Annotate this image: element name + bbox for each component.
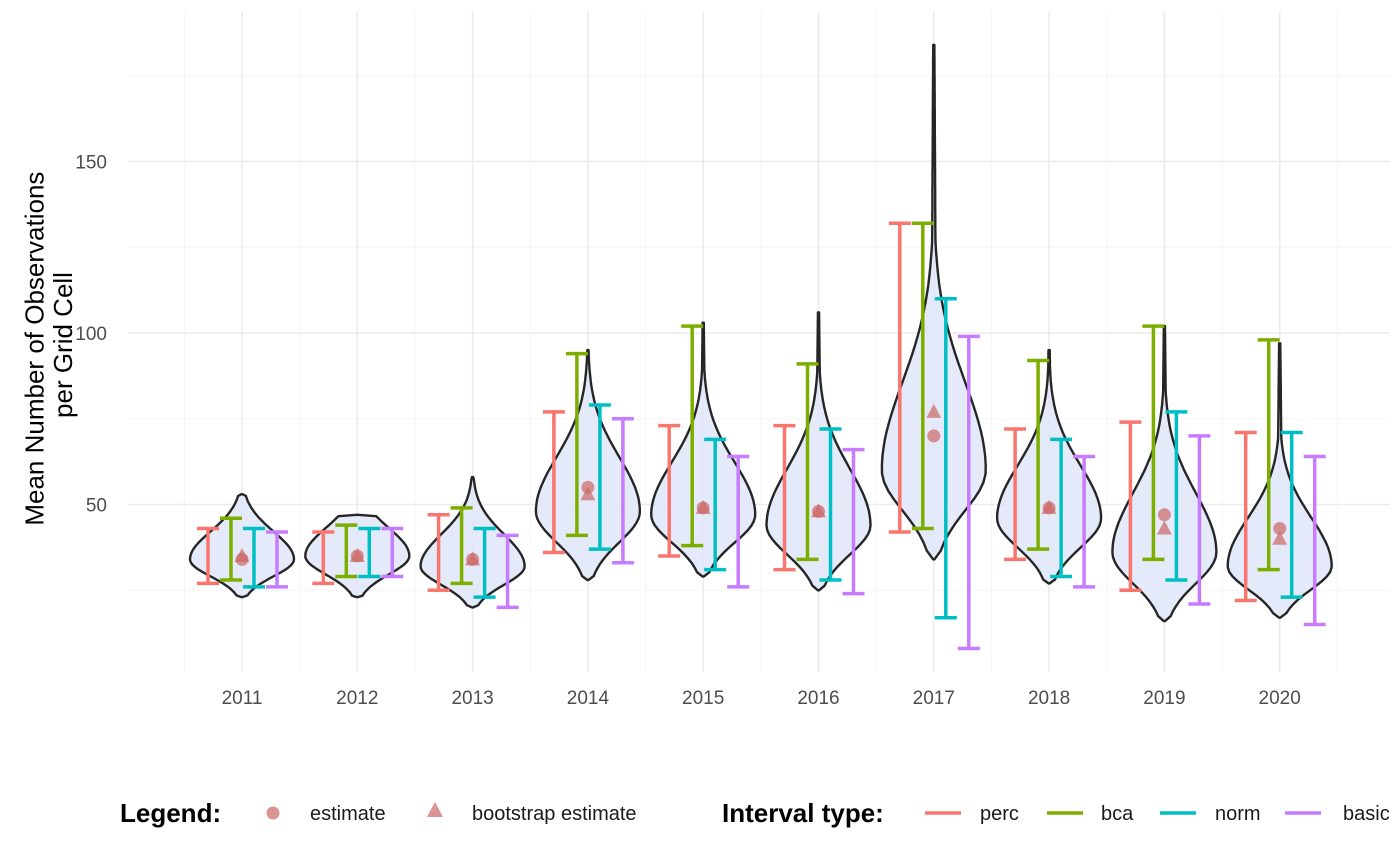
violin-2014 [534, 348, 642, 582]
errorbar-basic-2019 [1188, 434, 1211, 606]
errorbar-bca-2016 [796, 362, 819, 562]
errorbar-bca-2019 [1142, 324, 1165, 562]
violin-2013 [419, 475, 526, 609]
legend-estimate-label: estimate [310, 803, 386, 825]
errorbar-perc-2017 [888, 221, 911, 534]
x-tick-label-2020: 2020 [1259, 688, 1301, 709]
bootstrap-estimate-2020 [1272, 530, 1288, 545]
errorbar-perc-2011 [197, 526, 219, 586]
y-axis-title-line-2: per Grid Cell [48, 272, 78, 418]
legend-estimate-symbol [266, 806, 280, 820]
errorbar-norm-2013 [473, 526, 496, 599]
errorbar-bca-2013 [450, 506, 473, 586]
estimate-2014 [581, 480, 595, 494]
errorbar-norm-2020 [1280, 430, 1303, 599]
violin-2019 [1111, 324, 1218, 623]
errorbar-perc-2013 [427, 513, 450, 592]
x-tick-label-2013: 2013 [451, 688, 493, 709]
errorbar-bca-2011 [220, 516, 242, 582]
errorbar-basic-2015 [727, 454, 750, 589]
legend-title: Legend: [120, 798, 221, 828]
errorbar-perc-2018 [1004, 427, 1027, 562]
violin-2016 [765, 311, 872, 592]
errorbar-bca-2018 [1027, 358, 1050, 551]
legend-bootstrap-symbol [427, 802, 443, 817]
errorbar-norm-2016 [819, 427, 842, 582]
errorbar-norm-2019 [1165, 410, 1188, 582]
interval-legend: Interval type: perc bca norm basic [722, 798, 1390, 828]
x-tick-label-2015: 2015 [682, 688, 724, 709]
interval-legend-norm-label: norm [1215, 803, 1261, 825]
errorbar-norm-2014 [588, 403, 611, 551]
interval-legend-bca-label: bca [1101, 803, 1134, 825]
y-tick-label-50: 50 [86, 496, 107, 517]
errorbar-norm-2015 [704, 437, 727, 572]
x-tick-label-2018: 2018 [1028, 688, 1070, 709]
errorbar-basic-2013 [496, 533, 519, 610]
errorbar-bca-2012 [335, 523, 358, 579]
y-tick-label-100: 100 [75, 324, 107, 345]
y-axis-title: Mean Number of Observations per Grid Cel… [19, 164, 78, 525]
bootstrap-estimate-2019 [1156, 520, 1172, 535]
estimate-2018 [1042, 501, 1056, 515]
estimate-2019 [1157, 508, 1171, 522]
estimate-2017 [927, 429, 941, 443]
errorbar-perc-2015 [658, 423, 681, 558]
errorbar-perc-2012 [312, 530, 335, 586]
errorbar-basic-2017 [957, 334, 980, 651]
errorbar-bca-2015 [681, 324, 704, 548]
x-tick-label-2011: 2011 [222, 688, 263, 709]
errorbar-basic-2018 [1073, 454, 1096, 589]
errorbar-basic-2016 [842, 447, 865, 596]
points [234, 403, 1288, 566]
bootstrap-estimate-2017 [926, 403, 942, 418]
errorbar-perc-2014 [542, 410, 565, 555]
estimate-2012 [350, 549, 364, 563]
violins [188, 43, 1333, 623]
errorbar-bca-2014 [565, 351, 588, 538]
estimate-2015 [696, 501, 710, 515]
errorbar-bca-2020 [1257, 338, 1280, 572]
errorbar-basic-2012 [381, 526, 404, 579]
errorbar-norm-2018 [1050, 437, 1073, 579]
errorbar-perc-2020 [1234, 430, 1257, 603]
intervals [197, 221, 1326, 651]
y-tick-label-150: 150 [75, 153, 107, 174]
estimate-2013 [466, 552, 480, 566]
violin-2020 [1226, 342, 1333, 619]
violin-2015 [650, 321, 757, 578]
errorbar-perc-2016 [773, 423, 796, 572]
y-axis-title-line-1: Mean Number of Observations [19, 172, 49, 526]
errorbar-perc-2019 [1119, 420, 1142, 592]
violin-2018 [995, 348, 1103, 585]
errorbar-bca-2017 [911, 221, 934, 531]
violin-2011 [188, 493, 296, 599]
errorbar-norm-2017 [934, 296, 957, 620]
x-tick-label-2017: 2017 [913, 688, 955, 709]
errorbar-basic-2014 [611, 417, 634, 565]
legend-bootstrap-label: bootstrap estimate [472, 803, 637, 825]
interval-legend-title: Interval type: [722, 798, 884, 828]
interval-legend-basic-label: basic [1343, 803, 1390, 825]
x-tick-label-2012: 2012 [336, 688, 378, 709]
estimate-2011 [235, 552, 249, 566]
x-tick-label-2016: 2016 [797, 688, 839, 709]
estimate-2016 [812, 504, 825, 518]
estimate-2020 [1273, 522, 1287, 536]
errorbar-basic-2020 [1303, 454, 1326, 627]
errorbar-basic-2011 [266, 530, 288, 589]
x-tick-label-2019: 2019 [1143, 688, 1185, 709]
interval-legend-perc-label: perc [980, 803, 1019, 825]
errorbar-norm-2012 [358, 526, 381, 579]
errorbar-norm-2011 [243, 526, 265, 589]
ticks: 50 100 150 2011 2012 2013 2014 2015 2016 2017 2018… [75, 153, 1301, 710]
x-tick-label-2014: 2014 [567, 688, 610, 709]
legend: Legend: estimate bootstrap estimate [120, 798, 637, 828]
